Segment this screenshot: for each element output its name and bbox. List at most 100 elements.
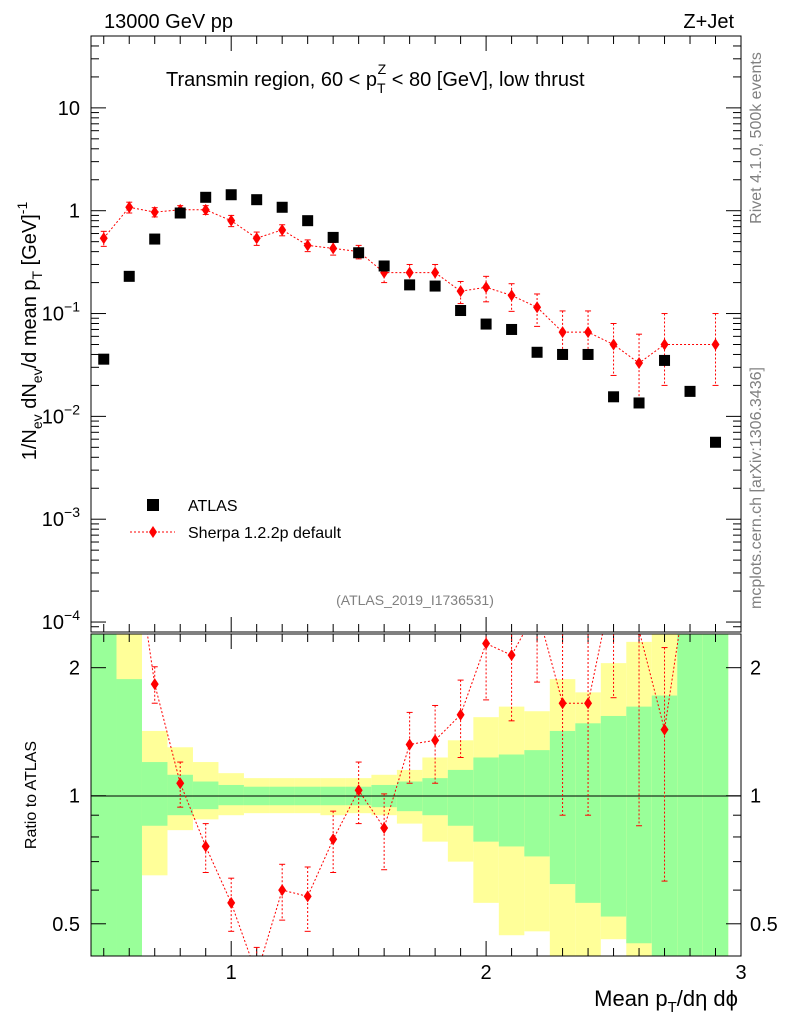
ratio-green-band [192, 781, 219, 810]
ratio-sherpa-point [253, 968, 261, 980]
ratio-sherpa-point [278, 884, 287, 897]
atlas-point [327, 231, 339, 243]
plot-title-sub: T [377, 80, 386, 96]
sherpa-point [252, 232, 261, 245]
sherpa-point [584, 326, 593, 339]
ratio-plot-frame [90, 633, 742, 957]
ratio-y-tick-label-right: 2 [750, 658, 761, 680]
sherpa-point [711, 338, 720, 351]
ratio-green-band [473, 757, 499, 842]
sherpa-point [507, 289, 516, 302]
ratio-green-band [422, 778, 448, 816]
ratio-sherpa-line [146, 634, 680, 956]
atlas-point [710, 436, 722, 448]
sherpa-point [201, 203, 210, 216]
x-axis-label-sub: T [668, 999, 677, 1016]
x-axis-label: Mean pT/dη dϕ [594, 986, 738, 1016]
main-axis-ticks: 10 1 10−1 10−2 10−3 10−4 [42, 35, 742, 634]
atlas-point [174, 207, 186, 219]
atlas-point [429, 280, 441, 292]
ratio-sherpa-point [610, 575, 618, 587]
atlas-series [98, 189, 722, 448]
ratio-sherpa-point [176, 777, 185, 790]
ratio-sherpa-point [584, 697, 593, 710]
plot-title-pre: Transmin region, 60 < p [166, 69, 377, 91]
main-y-tick-label: 10−4 [42, 607, 80, 634]
ratio-y-tick-label-right: 1 [750, 786, 761, 808]
sherpa-point [609, 338, 618, 351]
ratio-green-band [447, 769, 474, 826]
ratio-green-band [498, 754, 525, 847]
ratio-green-band [524, 750, 550, 857]
ratio-sherpa-point [533, 603, 541, 615]
legend-atlas-label: ATLAS [188, 498, 238, 515]
ratio-sherpa-point [482, 637, 491, 650]
main-y-tick-label: 10 [58, 98, 80, 120]
plot-title-sup: Z [378, 61, 387, 77]
ratio-green-band [600, 715, 627, 917]
sherpa-point [405, 266, 414, 279]
sherpa-point [533, 301, 542, 314]
legend-sherpa-label: Sherpa 1.2.2p default [188, 525, 342, 542]
sherpa-point [99, 232, 108, 245]
header-left-label: 13000 GeV pp [104, 11, 233, 33]
sherpa-point [227, 214, 236, 227]
atlas-point [353, 247, 365, 259]
ratio-y-tick-label-right: 0.5 [750, 914, 778, 936]
ratio-sherpa-point [712, 386, 720, 398]
atlas-point [684, 385, 696, 397]
atlas-point [633, 397, 645, 409]
sherpa-point [125, 201, 134, 214]
ratio-sherpa-point [150, 678, 159, 691]
main-y-tick-label: 10−2 [42, 401, 80, 428]
mcplots-label: mcplots.cern.ch [arXiv:1306.3436] [748, 367, 765, 609]
main-y-tick-label: 1 [69, 201, 80, 223]
atlas-point [378, 260, 390, 272]
x-tick-label: 3 [735, 962, 746, 984]
sherpa-point [329, 242, 338, 255]
sherpa-point [150, 206, 159, 219]
ratio-sherpa-point [354, 784, 363, 797]
atlas-point [123, 270, 135, 282]
sherpa-point [558, 326, 567, 339]
analysis-id-label: (ATLAS_2019_I1736531) [336, 592, 494, 608]
atlas-point [98, 353, 110, 365]
ratio-sherpa-point [303, 890, 312, 903]
ratio-green-band [575, 723, 601, 903]
ratio-sherpa-point [431, 734, 440, 747]
sherpa-point [482, 281, 491, 294]
ratio-uncertainty-bands [91, 634, 729, 956]
sherpa-point [660, 338, 669, 351]
ratio-green-band [218, 784, 244, 806]
ratio-y-tick-label-left: 2 [69, 658, 80, 680]
atlas-point [506, 323, 518, 335]
main-y-tick-label: 10−1 [42, 299, 80, 326]
ratio-axis-ticks: 2 2 1 1 0.5 0.5 1 2 3 [52, 634, 778, 984]
ratio-green-band [91, 634, 117, 956]
x-tick-label: 1 [226, 962, 237, 984]
legend: ATLAS Sherpa 1.2.2p default [130, 498, 342, 542]
atlas-point [582, 348, 594, 360]
ratio-sherpa-point [329, 833, 338, 846]
ratio-y-tick-label-left: 0.5 [52, 914, 80, 936]
plot-title: Transmin region, 60 < pTZ < 80 [GeV], lo… [166, 61, 585, 96]
atlas-point [404, 279, 416, 291]
header-right-label: Z+Jet [683, 11, 734, 33]
main-y-axis-label: 1/Nev dNev/d mean pT [GeV]-1 [14, 202, 45, 461]
ratio-green-band [702, 634, 729, 956]
main-plot-frame [90, 35, 742, 633]
atlas-point [149, 233, 161, 245]
atlas-point [251, 194, 263, 206]
ratio-y-tick-label-left: 1 [69, 786, 80, 808]
x-axis-label-pre: Mean p [594, 986, 667, 1011]
sherpa-point [456, 285, 465, 298]
atlas-point [200, 191, 212, 203]
legend-atlas-marker [147, 499, 159, 511]
main-y-tick-label: 10−3 [42, 504, 80, 531]
atlas-point [531, 346, 543, 358]
ratio-y-axis-label: Ratio to ATLAS [23, 741, 40, 849]
atlas-point [302, 215, 314, 227]
ratio-green-band [651, 695, 678, 956]
ratio-green-band [677, 634, 703, 956]
